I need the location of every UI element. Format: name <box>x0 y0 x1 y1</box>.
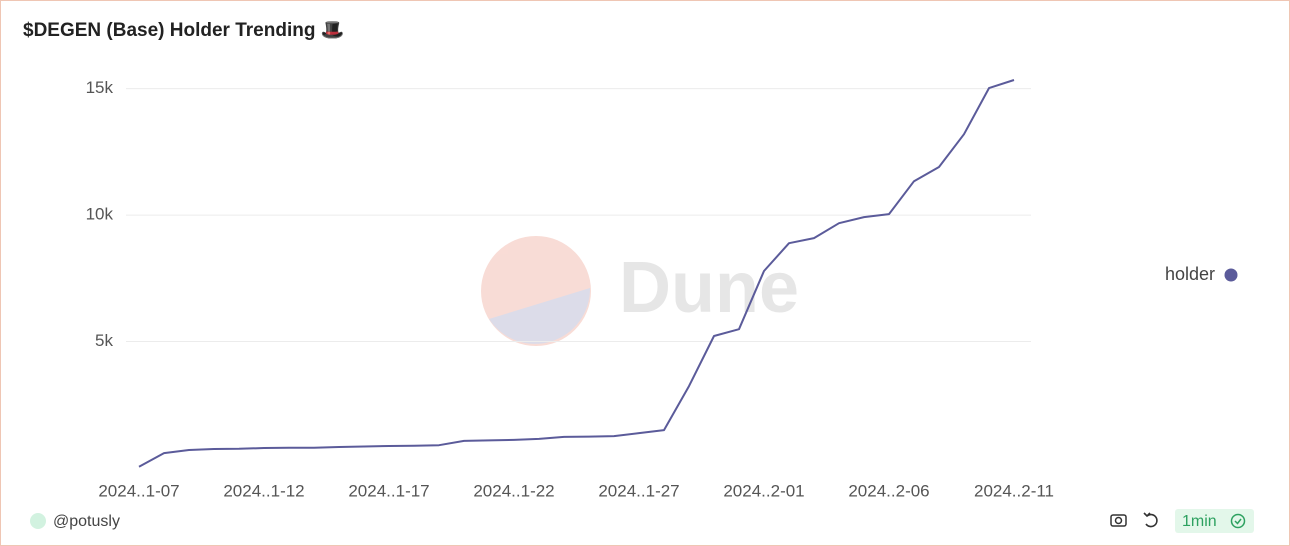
y-tick-label: 10k <box>86 205 114 224</box>
x-tick-label: 2024..1-22 <box>473 481 554 500</box>
line-series <box>138 79 1015 468</box>
x-tick-label: 2024..2-01 <box>723 481 804 500</box>
y-tick-label: 15k <box>86 78 114 97</box>
x-tick-label: 2024..1-27 <box>598 481 679 500</box>
watermark-logo-part <box>489 288 591 344</box>
refresh-label: 1min <box>1182 513 1217 530</box>
x-tick-label: 2024..2-11 <box>974 481 1054 500</box>
chart-title: $DEGEN (Base) Holder Trending 🎩 <box>23 20 344 41</box>
watermark: Dune <box>481 236 799 346</box>
check-icon <box>1230 513 1246 529</box>
x-tick-label: 2024..1-12 <box>223 481 304 500</box>
check-mark <box>1234 518 1242 525</box>
camera-icon[interactable] <box>1110 514 1127 527</box>
x-tick-label: 2024..1-17 <box>348 481 429 500</box>
legend-label: holder <box>1165 264 1215 284</box>
author-avatar <box>30 513 46 529</box>
watermark-text: Dune <box>619 248 799 328</box>
x-tick-label: 2024..1-07 <box>98 481 179 500</box>
footer: @potusly 1min <box>30 509 1254 533</box>
legend-swatch <box>1224 268 1238 282</box>
y-tick-label: 5k <box>95 331 113 350</box>
refresh-icon[interactable] <box>1143 512 1158 528</box>
author: @potusly <box>53 513 120 530</box>
x-tick-label: 2024..2-06 <box>848 481 929 500</box>
